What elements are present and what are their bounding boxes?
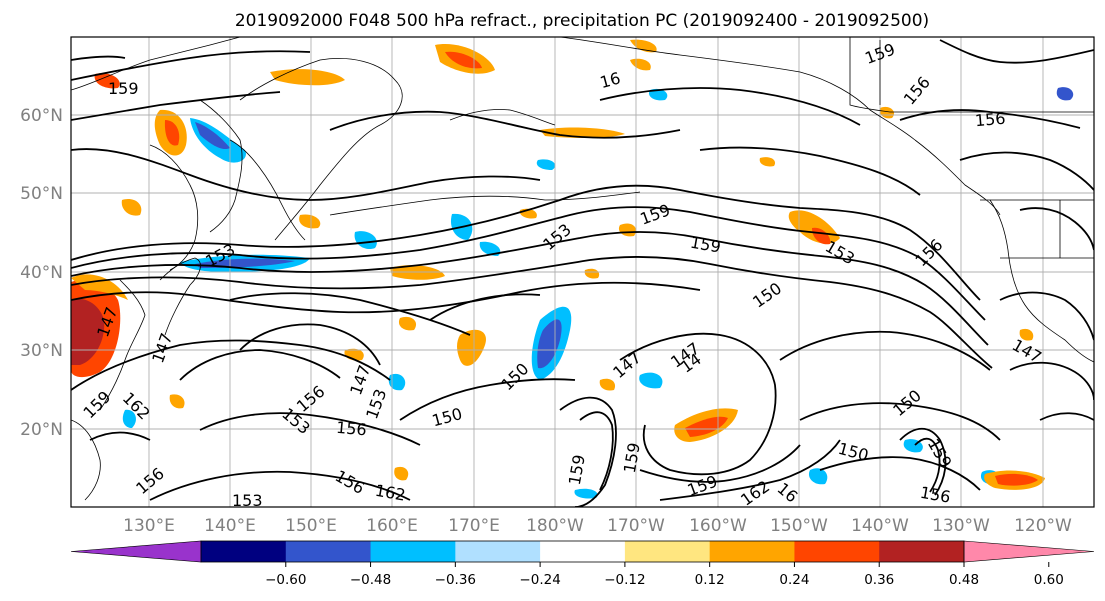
contour-label: 16 [598,68,623,92]
colorbar: −0.60 −0.48 −0.36 −0.24 −0.12 0.12 0.24 0.36 0.4… [70,540,1095,588]
lat-label: 20°N [20,420,63,440]
colorbar-segment [70,540,202,563]
longitude-labels: 130°E 140°E 150°E 160°E 170°E 180°W 170°… [123,516,1072,536]
height-contours [71,39,1094,507]
lon-label: 170°W [607,516,665,536]
lat-label: 60°N [20,106,63,126]
colorbar-tick-label: 0.12 [695,572,725,588]
colorbar-segment [963,540,1095,563]
contour-label: 153 [232,491,263,510]
lat-label: 30°N [20,341,63,361]
lon-label: 150°E [285,516,337,536]
colorbar-tick-label: −0.60 [265,572,306,588]
lat-label: 40°N [20,263,63,283]
contour-label: 159 [108,79,139,98]
colorbar-tick-label: 0.60 [1034,572,1064,588]
lon-label: 130°E [123,516,175,536]
colorbar-segment [285,541,372,562]
lon-label: 160°W [689,516,747,536]
map-title: 2019092000 F048 500 hPa refract., precip… [235,11,929,31]
colorbar-tick-label: −0.24 [519,572,560,588]
lon-label: 150°W [770,516,828,536]
colorbar-segment [201,541,287,562]
lon-label: 120°W [1014,516,1072,536]
lon-label: 130°W [932,516,990,536]
lon-label: 180°W [526,516,584,536]
lon-label: 160°E [366,516,418,536]
colorbar-tick-label: −0.12 [604,572,645,588]
latitude-labels: 60°N 50°N 40°N 30°N 20°N [20,106,63,440]
colorbar-segment [540,541,626,562]
colorbar-segment [624,541,711,562]
colorbar-segment [455,541,541,562]
colorbar-tick-label: 0.36 [864,572,894,588]
colorbar-tick-label: −0.36 [435,572,476,588]
colorbar-tick-label: 0.24 [779,572,809,588]
map-frame [70,36,1095,508]
coastlines [71,37,1094,501]
lat-label: 50°N [20,184,63,204]
colorbar-segment [709,541,795,562]
lon-label: 140°W [851,516,909,536]
colorbar-segment [794,541,880,562]
contour-label: 156 [974,109,1006,131]
colorbar-ticks: −0.60 −0.48 −0.36 −0.24 −0.12 0.12 0.24 0.36 0.4… [265,562,1064,588]
map-panel: 159 153 159 159 150 156 153 159 153 147 … [70,36,1095,510]
contour-label: 156 [335,418,367,440]
colorbar-frame [200,540,965,563]
colorbar-tick-label: −0.48 [350,572,391,588]
colorbar-segment [879,541,965,562]
colorbar-segments [70,540,1095,563]
colorbar-tick-label: 0.48 [949,572,979,588]
lon-label: 140°E [204,516,256,536]
colorbar-segment [370,541,456,562]
lon-label: 170°E [448,516,500,536]
